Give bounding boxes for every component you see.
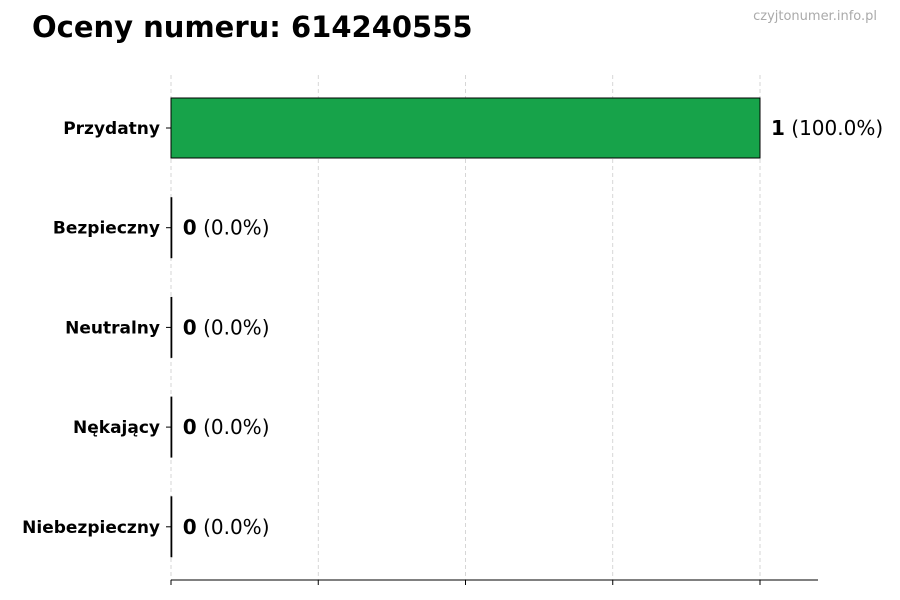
chart-title: Oceny numeru: 614240555 (32, 10, 473, 44)
value-count: 0 (183, 315, 197, 339)
value-count: 1 (771, 116, 785, 140)
category-label: Przydatny (63, 119, 160, 139)
bar-neutralny (170, 296, 173, 358)
watermark: czyjtonumer.info.pl (753, 9, 877, 24)
bar-niebezpieczny (170, 496, 173, 558)
value-percent: (0.0%) (197, 415, 270, 439)
value-label: 0 (0.0%) (183, 216, 270, 240)
value-percent: (0.0%) (197, 315, 270, 339)
value-percent: (0.0%) (197, 515, 270, 539)
value-count: 0 (183, 415, 197, 439)
value-count: 0 (183, 515, 197, 539)
category-label: Bezpieczny (53, 219, 160, 239)
value-count: 0 (183, 216, 197, 240)
category-label: Niebezpieczny (22, 518, 160, 538)
bar-bezpieczny (170, 197, 173, 259)
value-label: 0 (0.0%) (183, 415, 270, 439)
value-percent: (100.0%) (785, 116, 883, 140)
value-label: 0 (0.0%) (183, 515, 270, 539)
bar-przydatny (170, 97, 761, 159)
bar-nękający (170, 396, 173, 458)
category-label: Nękający (73, 418, 160, 438)
category-label: Neutralny (65, 318, 160, 338)
value-label: 1 (100.0%) (771, 116, 883, 140)
value-percent: (0.0%) (197, 216, 270, 240)
value-label: 0 (0.0%) (183, 315, 270, 339)
